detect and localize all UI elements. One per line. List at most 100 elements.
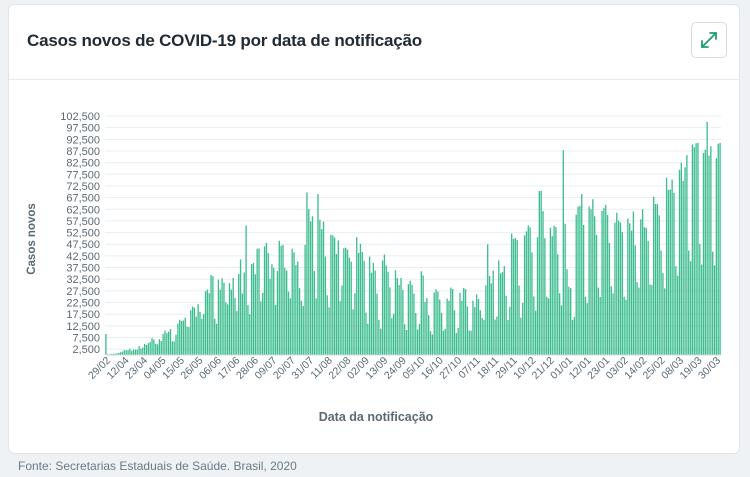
y-tick-label: 67,500 — [66, 193, 100, 205]
bar — [339, 301, 341, 355]
expand-button[interactable] — [691, 22, 727, 58]
bar — [634, 245, 636, 355]
bar — [330, 234, 332, 355]
bar — [560, 305, 563, 355]
expand-arrows-icon — [701, 32, 717, 48]
bar — [691, 144, 694, 355]
bar — [337, 240, 339, 355]
bar — [594, 216, 596, 355]
bar — [238, 273, 240, 355]
bar — [274, 304, 277, 355]
bar — [378, 319, 380, 355]
bar — [442, 330, 445, 355]
bar — [391, 318, 393, 355]
bar — [599, 296, 601, 355]
bar — [210, 275, 212, 355]
bar — [110, 353, 113, 355]
y-axis-ticks: 2,5007,50012,50017,50022,50027,50032,500… — [60, 111, 100, 356]
x-tick-label: 30/03 — [696, 355, 723, 382]
bar — [252, 262, 255, 355]
bar — [475, 294, 478, 355]
bar — [498, 260, 500, 355]
bar — [363, 260, 365, 355]
y-tick-label: 2,500 — [72, 344, 100, 356]
bar — [190, 310, 192, 355]
bar — [479, 310, 481, 355]
bar — [186, 326, 188, 355]
bar — [516, 240, 518, 355]
bar — [424, 301, 426, 355]
bar — [313, 271, 315, 355]
bar — [132, 349, 135, 355]
bar — [426, 298, 428, 355]
bar — [455, 333, 458, 355]
bar — [372, 262, 375, 355]
bar — [260, 301, 262, 355]
bar — [367, 323, 369, 355]
bar — [381, 260, 384, 355]
bar — [581, 194, 583, 355]
y-tick-label: 47,500 — [66, 239, 100, 251]
bar — [191, 306, 194, 355]
bar — [306, 192, 308, 355]
bar — [197, 304, 199, 355]
bar — [702, 153, 705, 355]
bar — [241, 293, 244, 355]
bar — [566, 269, 568, 355]
bar — [557, 254, 559, 355]
y-tick-label: 77,500 — [66, 169, 100, 181]
bar — [180, 320, 183, 355]
bar — [466, 306, 469, 355]
bar — [420, 271, 422, 355]
bar — [121, 351, 124, 355]
y-tick-label: 72,500 — [66, 181, 100, 193]
bar — [470, 330, 472, 355]
bar — [300, 300, 303, 355]
bar — [715, 158, 718, 355]
bar — [201, 318, 203, 355]
bar — [156, 344, 159, 355]
bar — [415, 313, 417, 355]
bar — [335, 254, 338, 355]
bar — [627, 218, 629, 355]
bar — [509, 306, 511, 355]
bar — [140, 348, 142, 355]
bar — [394, 270, 397, 355]
bar — [221, 278, 223, 355]
bar — [352, 309, 354, 355]
bar — [332, 235, 334, 355]
bar — [483, 320, 485, 355]
bar — [203, 314, 205, 355]
bar — [712, 251, 714, 355]
bar — [273, 267, 275, 355]
bar — [278, 240, 280, 355]
bar — [542, 211, 544, 355]
bar — [239, 259, 242, 355]
bar — [295, 265, 297, 355]
bar — [437, 291, 439, 355]
bar — [195, 316, 197, 355]
bar — [120, 352, 122, 355]
bar — [193, 307, 196, 355]
bar — [265, 242, 268, 355]
bar — [287, 291, 290, 355]
bar — [487, 244, 489, 355]
bar — [448, 300, 450, 355]
bar — [675, 266, 677, 355]
bar — [534, 310, 537, 355]
bar — [134, 349, 137, 355]
bar — [396, 278, 398, 355]
bar — [208, 293, 210, 355]
bar — [544, 238, 546, 355]
bar — [590, 209, 592, 355]
bar — [699, 244, 701, 355]
y-tick-label: 82,500 — [66, 158, 100, 170]
bar — [704, 149, 706, 355]
bar — [289, 298, 292, 355]
card-header: Casos novos de COVID-19 por data de noti… — [9, 5, 739, 80]
bar — [522, 303, 524, 355]
bar — [217, 279, 220, 355]
bar — [361, 251, 363, 355]
bar — [304, 244, 306, 355]
bar — [570, 288, 572, 355]
